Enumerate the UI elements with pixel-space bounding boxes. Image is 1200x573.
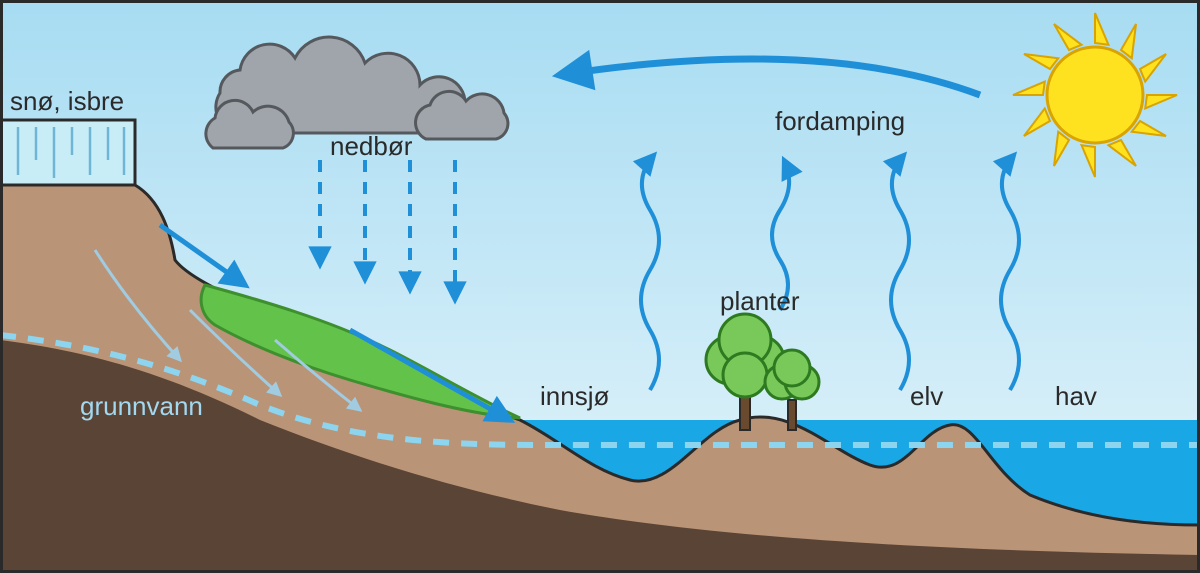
- label-plants: planter: [720, 286, 800, 316]
- water-cycle-diagram: snø, isbre nedbør fordamping grunnvann i…: [0, 0, 1200, 573]
- label-evaporation: fordamping: [775, 106, 905, 136]
- glacier-icon: [0, 120, 135, 185]
- label-lake: innsjø: [540, 381, 609, 411]
- label-groundwater: grunnvann: [80, 391, 203, 421]
- label-river: elv: [910, 381, 943, 411]
- label-sea: hav: [1055, 381, 1097, 411]
- label-snow: snø, isbre: [10, 86, 124, 116]
- label-precipitation: nedbør: [330, 131, 413, 161]
